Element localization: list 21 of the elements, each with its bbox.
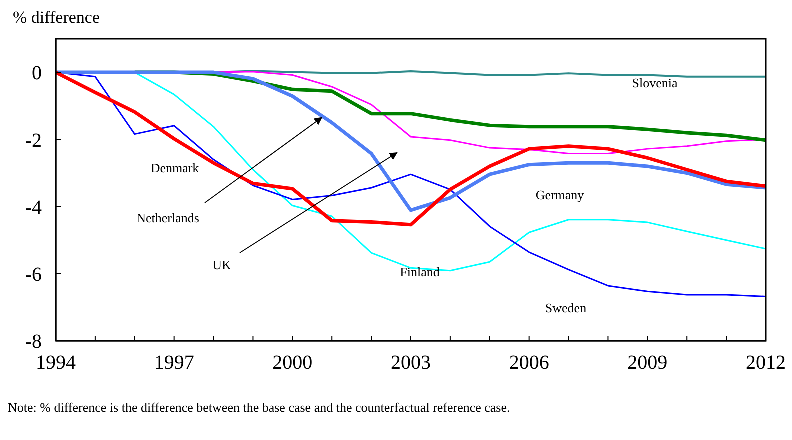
y-axis-title: % difference bbox=[13, 8, 100, 28]
x-tick-label: 1994 bbox=[36, 352, 76, 374]
y-tick-label: -2 bbox=[25, 130, 42, 152]
annotation: Netherlands bbox=[136, 210, 200, 226]
y-tick-label: -4 bbox=[25, 196, 42, 219]
y-tick-label: -6 bbox=[25, 264, 42, 286]
y-tick-label: 0 bbox=[32, 62, 42, 85]
x-tick-label: 2006 bbox=[509, 352, 550, 374]
x-tick-label: 2012 bbox=[746, 352, 786, 374]
x-tick-label: 2003 bbox=[391, 352, 431, 374]
y-tick-label: -8 bbox=[25, 331, 42, 354]
annotation: UK bbox=[212, 258, 232, 272]
annotation: Sweden bbox=[545, 300, 588, 316]
x-tick-label: 1997 bbox=[154, 352, 194, 374]
x-tick-label: 2009 bbox=[628, 352, 668, 374]
annotation: Germany bbox=[536, 188, 585, 202]
annotation: Finland bbox=[400, 264, 440, 280]
text: Note: % difference is the difference between the base case and the counterfactual reference case. bbox=[8, 399, 512, 416]
annotation: Slovenia bbox=[632, 76, 678, 90]
x-tick-label: 2000 bbox=[272, 352, 313, 374]
annotation: Denmark bbox=[150, 160, 200, 176]
